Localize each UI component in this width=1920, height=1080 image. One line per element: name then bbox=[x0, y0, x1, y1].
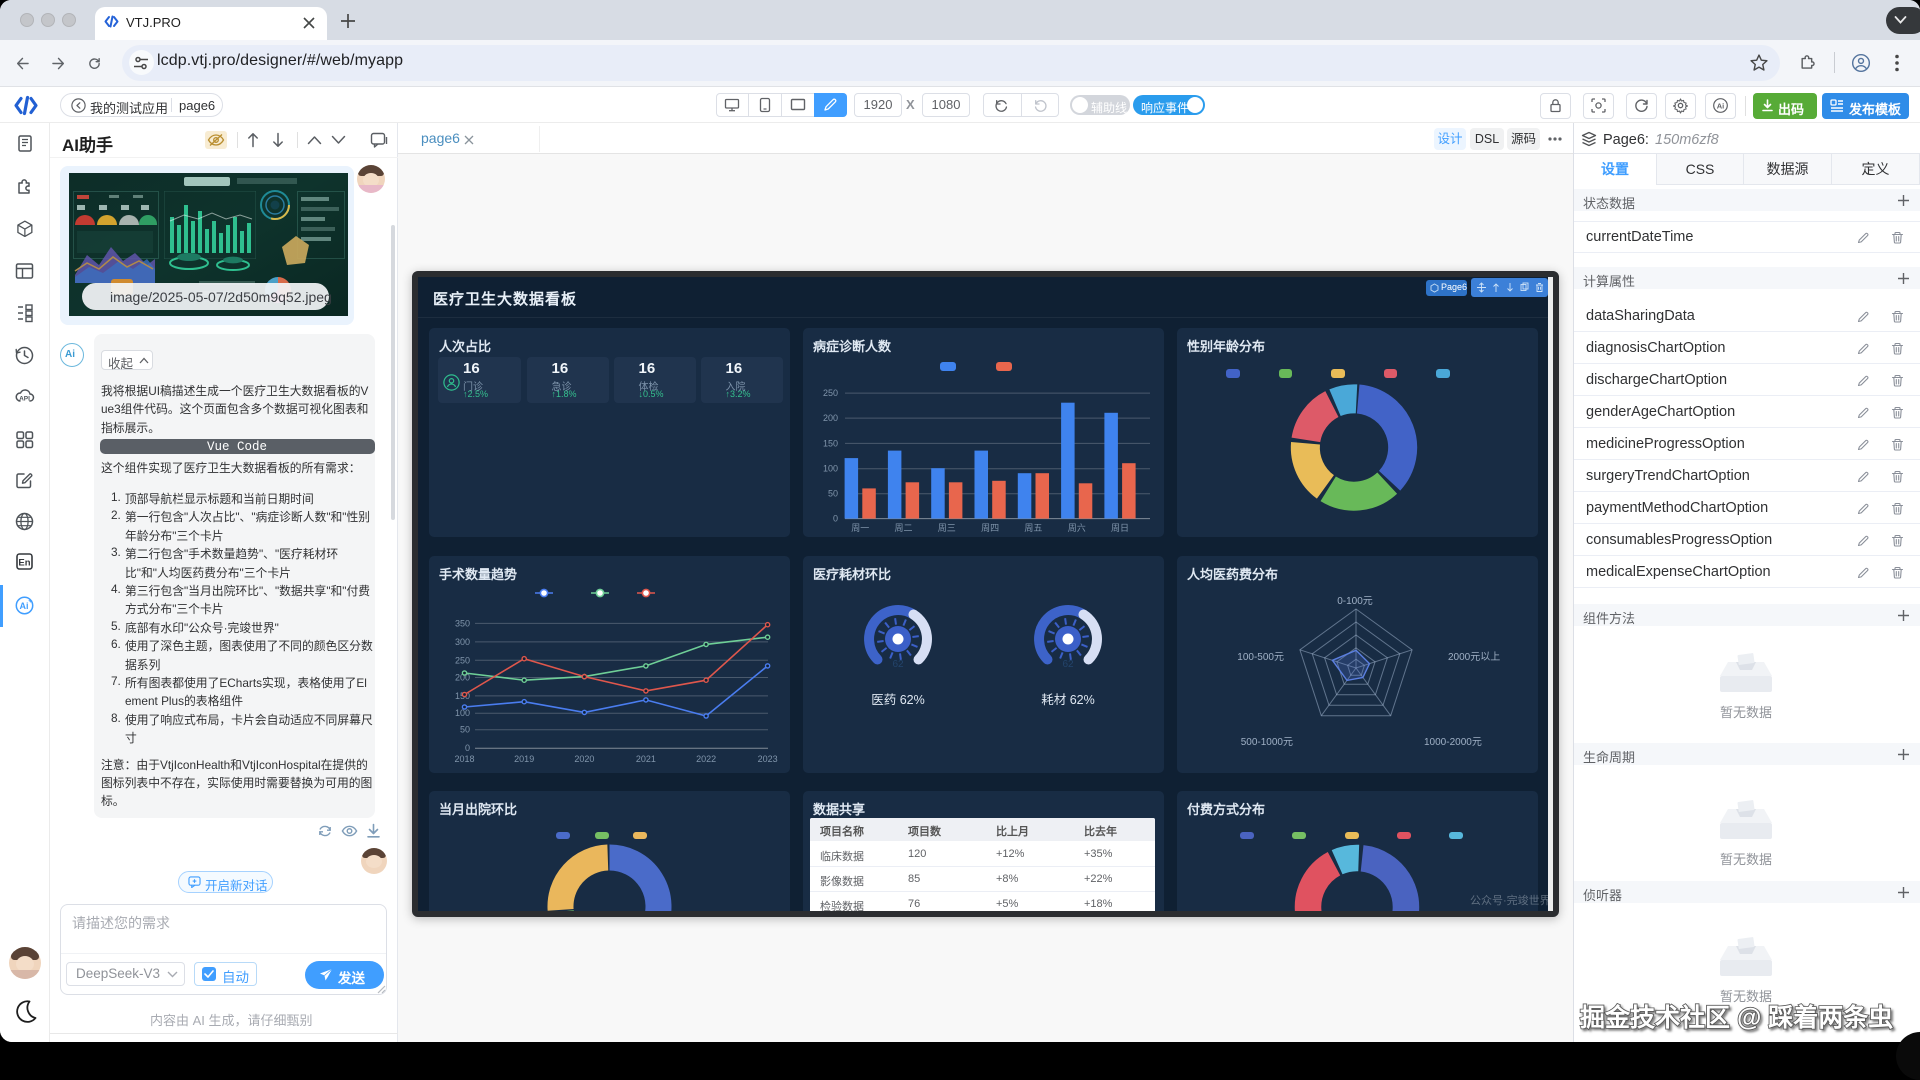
svg-text:300: 300 bbox=[455, 637, 470, 647]
svg-text:掘金技术社区 @ 踩着两条虫: 掘金技术社区 @ 踩着两条虫 bbox=[1580, 1003, 1893, 1032]
svg-text:周五: 周五 bbox=[1024, 523, 1042, 533]
svg-text:2020: 2020 bbox=[574, 754, 594, 764]
svg-text:En: En bbox=[18, 558, 30, 569]
svg-text:62: 62 bbox=[892, 659, 904, 670]
svg-text:2023: 2023 bbox=[758, 754, 778, 764]
svg-text:API: API bbox=[19, 396, 30, 403]
svg-text:2022: 2022 bbox=[696, 754, 716, 764]
svg-text:周二: 周二 bbox=[894, 523, 912, 533]
svg-text:100: 100 bbox=[823, 464, 838, 474]
svg-text:250: 250 bbox=[455, 655, 470, 665]
svg-text:200: 200 bbox=[455, 673, 470, 683]
svg-text:2019: 2019 bbox=[514, 754, 534, 764]
svg-text:62: 62 bbox=[1062, 659, 1074, 670]
svg-text:周三: 周三 bbox=[938, 523, 956, 533]
svg-text:200: 200 bbox=[823, 413, 838, 423]
svg-text:周日: 周日 bbox=[1111, 523, 1129, 533]
svg-text:2021: 2021 bbox=[636, 754, 656, 764]
svg-text:0: 0 bbox=[833, 514, 838, 524]
svg-text:100: 100 bbox=[455, 708, 470, 718]
svg-text:2018: 2018 bbox=[454, 754, 474, 764]
svg-text:周六: 周六 bbox=[1068, 522, 1086, 533]
svg-text:Ai: Ai bbox=[1717, 101, 1725, 110]
svg-text:50: 50 bbox=[460, 725, 470, 735]
svg-text:Ai: Ai bbox=[20, 601, 29, 611]
svg-text:50: 50 bbox=[828, 489, 838, 499]
svg-text:周一: 周一 bbox=[851, 523, 869, 533]
svg-text:150: 150 bbox=[823, 438, 838, 448]
svg-text:350: 350 bbox=[455, 618, 470, 628]
svg-text:周四: 周四 bbox=[981, 523, 999, 533]
svg-text:250: 250 bbox=[823, 388, 838, 398]
svg-text:0: 0 bbox=[465, 743, 470, 753]
